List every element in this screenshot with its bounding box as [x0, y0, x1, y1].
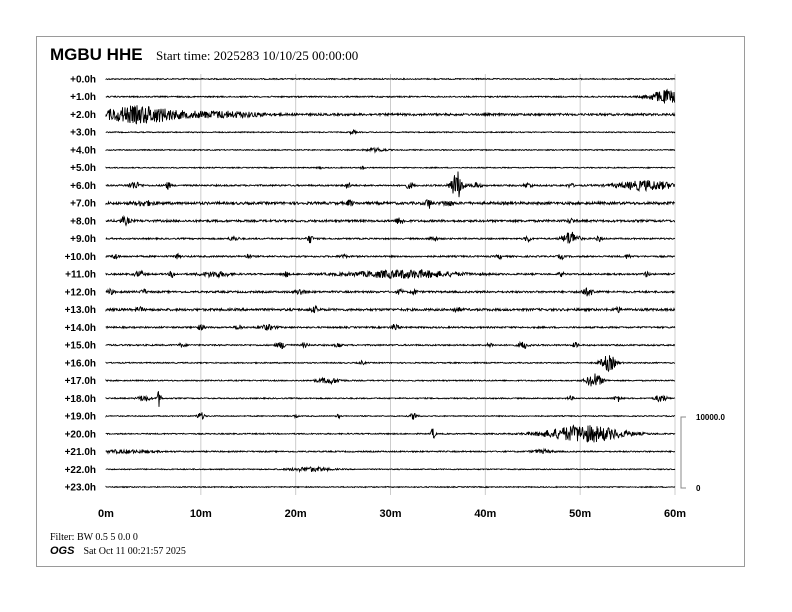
amplitude-scale-bar — [680, 416, 686, 489]
seismic-trace-row — [105, 412, 676, 420]
x-tick-label: 0m — [98, 508, 114, 520]
seismic-trace-row — [105, 447, 675, 455]
row-time-label: +1.0h — [70, 92, 96, 103]
row-time-label: +18.0h — [65, 394, 96, 405]
scale-max-label: 10000.0 — [696, 413, 725, 422]
seismic-trace-row — [105, 340, 676, 350]
x-tick-label: 60m — [664, 508, 686, 520]
x-tick-label: 20m — [285, 508, 307, 520]
row-time-label: +11.0h — [65, 270, 96, 281]
row-time-label: +3.0h — [70, 128, 96, 139]
row-time-label: +14.0h — [65, 323, 96, 334]
seismic-trace-row — [105, 199, 676, 209]
row-time-label: +16.0h — [65, 358, 96, 369]
x-tick-label: 50m — [569, 508, 591, 520]
station-title: MGBU HHE — [50, 45, 143, 64]
row-time-label: +10.0h — [65, 252, 96, 263]
seismic-trace-row — [105, 88, 676, 104]
seismic-trace-row — [105, 252, 676, 261]
row-time-label: +9.0h — [70, 234, 96, 245]
start-time: Start time: 2025283 10/10/25 00:00:00 — [156, 48, 359, 63]
seismic-trace-row — [105, 105, 676, 125]
seismic-trace-row — [105, 269, 676, 280]
row-time-label: +15.0h — [65, 341, 96, 352]
seismic-trace-row — [105, 231, 676, 245]
seismic-trace-row — [105, 77, 676, 81]
generated-timestamp: Sat Oct 11 00:21:57 2025 — [83, 546, 186, 557]
seismic-trace-row — [105, 214, 676, 227]
org-name: OGS — [50, 545, 75, 557]
x-tick-label: 10m — [190, 508, 212, 520]
row-time-label: +2.0h — [70, 110, 96, 121]
row-time-label: +6.0h — [70, 181, 96, 192]
row-time-label: +20.0h — [65, 429, 96, 440]
row-time-label: +13.0h — [65, 305, 96, 316]
row-time-label: +12.0h — [65, 287, 96, 298]
row-time-label: +7.0h — [70, 199, 96, 210]
seismic-trace-row — [105, 287, 676, 297]
row-time-label: +8.0h — [70, 216, 96, 227]
seismic-trace-row — [105, 304, 676, 314]
seismic-trace-row — [105, 424, 676, 443]
x-tick-label: 40m — [474, 508, 496, 520]
plot-frame — [36, 36, 745, 567]
row-time-label: +19.0h — [65, 412, 96, 423]
seismic-trace-row — [105, 171, 676, 198]
x-tick-label: 30m — [379, 508, 401, 520]
filter-info: Filter: BW 0.5 5 0.0 0 — [50, 532, 138, 543]
seismic-trace-row — [105, 323, 676, 331]
seismic-trace-row — [105, 165, 676, 171]
footer-credit: OGS Sat Oct 11 00:21:57 2025 — [50, 545, 186, 557]
row-time-label: +17.0h — [65, 376, 96, 387]
seismic-trace-row — [105, 129, 676, 136]
seismic-trace-row — [105, 373, 676, 387]
scale-min-label: 0 — [696, 484, 701, 493]
seismic-trace-row — [105, 355, 676, 373]
row-time-label: +0.0h — [70, 75, 96, 86]
seismic-trace-row — [105, 146, 676, 154]
row-time-label: +21.0h — [65, 447, 96, 458]
seismic-trace-row — [105, 485, 676, 489]
row-time-label: +22.0h — [65, 465, 96, 476]
row-time-label: +23.0h — [65, 483, 96, 494]
seismic-trace-row — [105, 465, 676, 474]
seismic-trace-row — [105, 391, 676, 407]
row-time-label: +5.0h — [70, 163, 96, 174]
row-time-label: +4.0h — [70, 145, 96, 156]
